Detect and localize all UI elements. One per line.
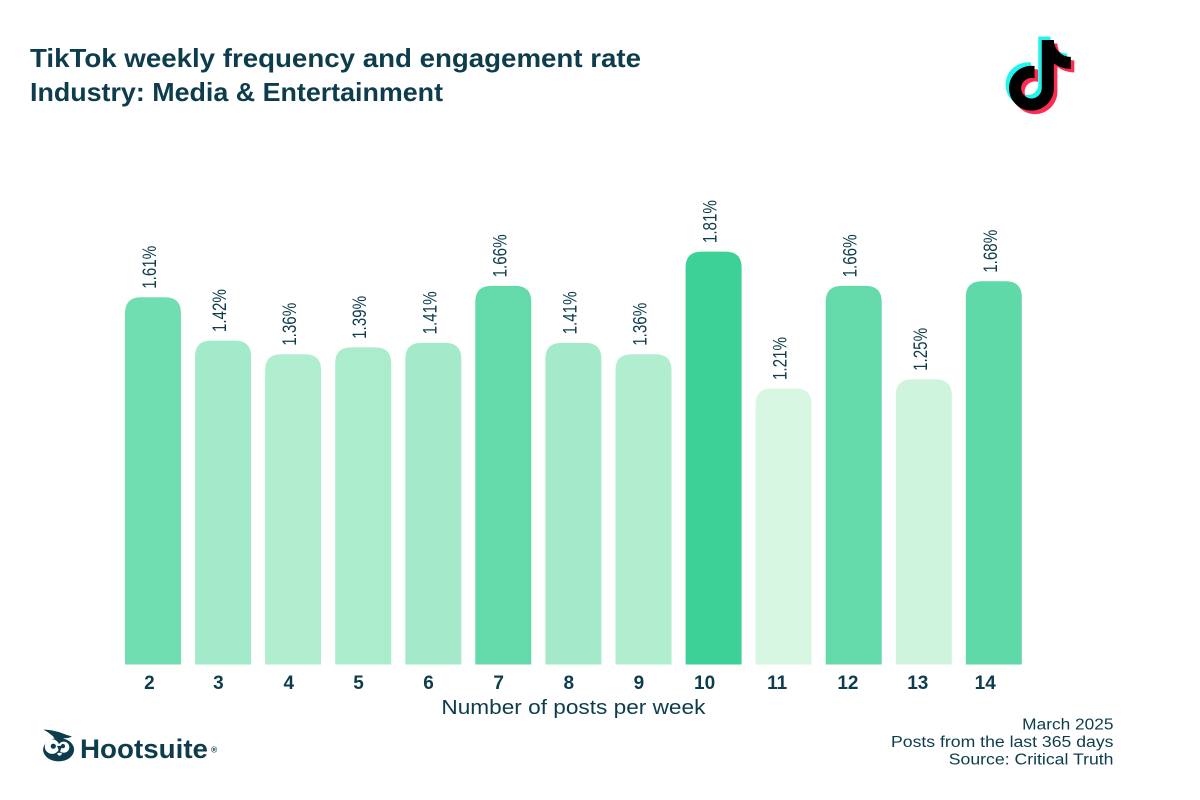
svg-text:8: 8 <box>564 673 575 694</box>
svg-text:14: 14 <box>975 673 997 694</box>
svg-text:1.25%: 1.25% <box>911 328 932 371</box>
svg-text:1.81%: 1.81% <box>701 200 722 243</box>
svg-text:1.41%: 1.41% <box>560 291 581 334</box>
svg-text:6: 6 <box>423 673 434 694</box>
svg-text:1.68%: 1.68% <box>981 230 1002 273</box>
svg-text:1.61%: 1.61% <box>140 246 161 289</box>
svg-text:Source: Critical Truth: Source: Critical Truth <box>949 752 1114 769</box>
svg-text:March 2025: March 2025 <box>1022 716 1113 733</box>
svg-text:2: 2 <box>144 673 155 694</box>
svg-text:4: 4 <box>284 673 295 694</box>
svg-text:12: 12 <box>837 673 858 694</box>
svg-text:1.21%: 1.21% <box>771 337 792 380</box>
svg-text:7: 7 <box>493 673 504 694</box>
svg-text:TikTok weekly frequency and en: TikTok weekly frequency and engagement r… <box>30 43 641 73</box>
svg-text:1.66%: 1.66% <box>490 234 511 277</box>
svg-text:11: 11 <box>767 673 788 694</box>
svg-text:13: 13 <box>907 673 928 694</box>
svg-text:10: 10 <box>694 673 715 694</box>
svg-text:1.42%: 1.42% <box>210 289 231 332</box>
svg-text:1.66%: 1.66% <box>841 234 862 277</box>
svg-text:1.36%: 1.36% <box>631 303 652 346</box>
svg-text:®: ® <box>211 745 218 755</box>
svg-text:Hootsuite: Hootsuite <box>80 734 208 764</box>
svg-text:5: 5 <box>353 673 364 694</box>
svg-text:Industry: Media & Entertainmen: Industry: Media & Entertainment <box>30 77 443 107</box>
svg-text:Posts from the last 365 days: Posts from the last 365 days <box>891 734 1114 751</box>
svg-text:3: 3 <box>213 673 224 694</box>
svg-text:1.39%: 1.39% <box>350 296 371 339</box>
svg-text:1.36%: 1.36% <box>280 303 301 346</box>
svg-text:9: 9 <box>634 673 645 694</box>
svg-text:1.41%: 1.41% <box>420 291 441 334</box>
svg-text:Number of posts per week: Number of posts per week <box>441 697 706 719</box>
